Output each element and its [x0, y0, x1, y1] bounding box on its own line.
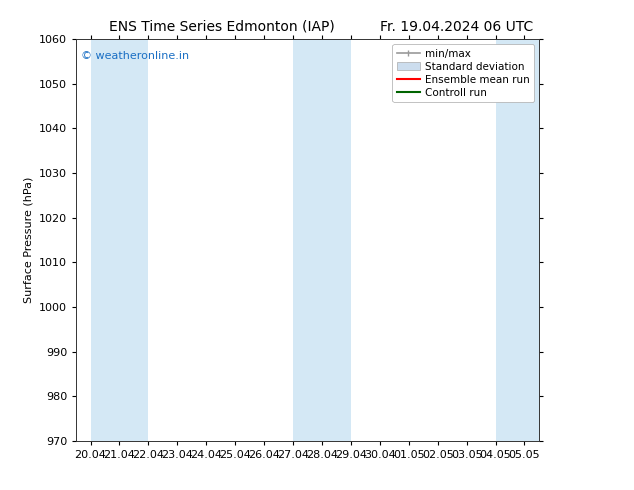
- Text: Fr. 19.04.2024 06 UTC: Fr. 19.04.2024 06 UTC: [380, 20, 533, 34]
- Legend: min/max, Standard deviation, Ensemble mean run, Controll run: min/max, Standard deviation, Ensemble me…: [392, 45, 534, 102]
- Bar: [322, 39, 351, 441]
- Text: ENS Time Series Edmonton (IAP): ENS Time Series Edmonton (IAP): [109, 20, 335, 34]
- Bar: [293, 39, 322, 441]
- Bar: [91, 39, 119, 441]
- Y-axis label: Surface Pressure (hPa): Surface Pressure (hPa): [23, 177, 34, 303]
- Bar: [119, 39, 148, 441]
- Bar: [496, 39, 539, 441]
- Text: © weatheronline.in: © weatheronline.in: [81, 51, 189, 61]
